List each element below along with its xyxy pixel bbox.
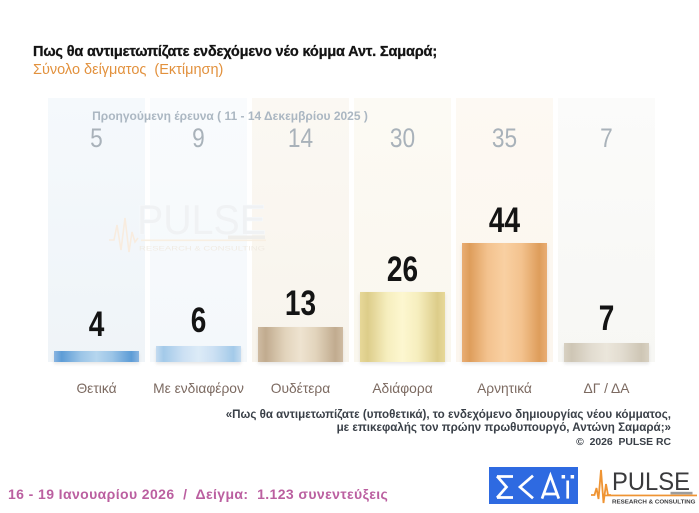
svg-text:PULSE: PULSE	[137, 198, 266, 243]
svg-text:RESEARCH & CONSULTING: RESEARCH & CONSULTING	[612, 500, 696, 506]
svg-text:RESEARCH & CONSULTING: RESEARCH & CONSULTING	[139, 246, 265, 253]
svg-text:PULSE: PULSE	[612, 468, 690, 496]
